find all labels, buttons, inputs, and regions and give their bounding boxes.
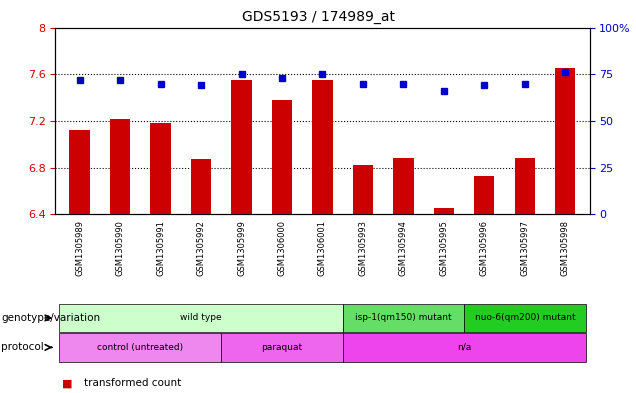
Bar xyxy=(434,208,454,214)
Text: nuo-6(qm200) mutant: nuo-6(qm200) mutant xyxy=(474,314,575,322)
Text: wild type: wild type xyxy=(180,314,222,322)
Bar xyxy=(221,333,343,362)
Bar xyxy=(474,176,494,214)
Text: transformed count: transformed count xyxy=(84,378,181,388)
Bar xyxy=(353,165,373,214)
Text: GDS5193 / 174989_at: GDS5193 / 174989_at xyxy=(242,10,394,24)
Bar xyxy=(343,333,586,362)
Text: genotype/variation: genotype/variation xyxy=(1,313,100,323)
Text: isp-1(qm150) mutant: isp-1(qm150) mutant xyxy=(355,314,452,322)
Bar xyxy=(191,159,211,214)
Text: paraquat: paraquat xyxy=(261,343,303,352)
Bar xyxy=(151,123,170,214)
Text: n/a: n/a xyxy=(457,343,471,352)
Bar xyxy=(464,304,586,332)
Bar xyxy=(555,68,576,214)
Text: ■: ■ xyxy=(62,378,73,388)
Bar xyxy=(232,80,252,214)
Bar xyxy=(393,158,413,214)
Text: protocol: protocol xyxy=(1,342,44,353)
Bar xyxy=(343,304,464,332)
Bar xyxy=(69,130,90,214)
Bar xyxy=(272,100,292,214)
Bar xyxy=(515,158,535,214)
Bar xyxy=(110,119,130,214)
Text: control (untreated): control (untreated) xyxy=(97,343,183,352)
Bar xyxy=(59,333,221,362)
Bar xyxy=(312,80,333,214)
Bar xyxy=(59,304,343,332)
